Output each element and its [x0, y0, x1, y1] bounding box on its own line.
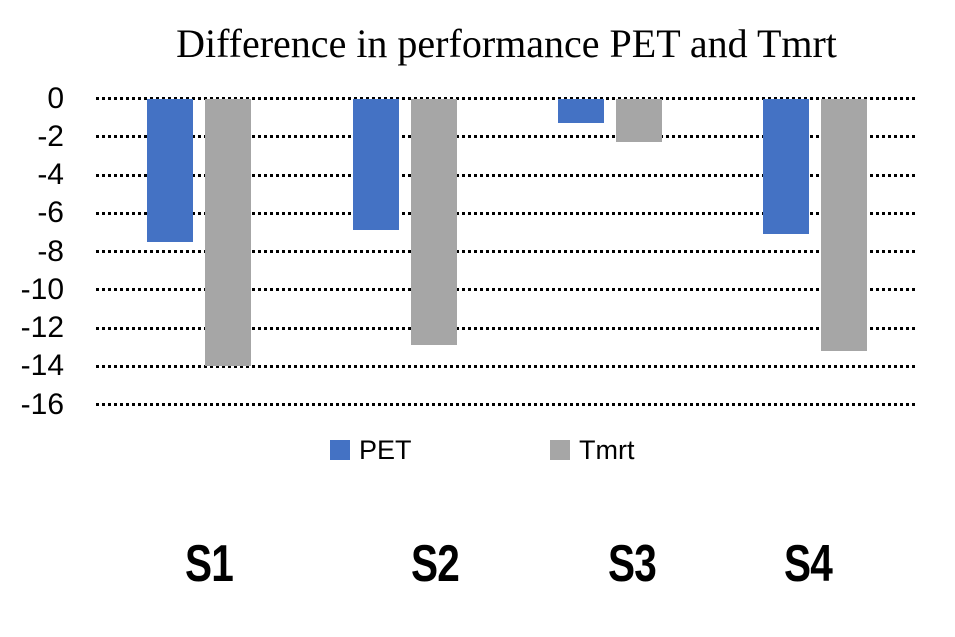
y-axis-tick-label: -10	[20, 272, 64, 306]
bar-PET-S3	[558, 98, 604, 124]
chart-title: Difference in performance PET and Tmrt	[176, 21, 837, 66]
y-axis-tick-label: -8	[37, 234, 64, 268]
legend-color-swatch	[330, 440, 350, 460]
bar-Tmrt-S2	[410, 98, 457, 346]
gridline	[96, 364, 917, 368]
x-category-label: S2	[410, 535, 460, 593]
bar-PET-S2	[352, 98, 399, 231]
gridline	[96, 250, 917, 253]
y-axis-tick-label: -14	[20, 349, 64, 383]
legend-label: Tmrt	[579, 435, 635, 465]
y-axis-tick-label: -6	[37, 196, 64, 230]
gridline	[96, 288, 917, 292]
bar-Tmrt-S4	[821, 98, 868, 351]
bar-PET-S4	[763, 98, 810, 235]
gridline	[96, 403, 917, 406]
x-category-label: S1	[184, 535, 234, 593]
y-axis-tick-label: -16	[20, 387, 64, 421]
gridline	[96, 173, 917, 177]
legend-color-swatch	[550, 440, 570, 460]
legend-item-PET: PET	[330, 436, 412, 464]
legend-label: PET	[359, 435, 412, 465]
y-axis-tick-label: -2	[37, 119, 64, 153]
gridline	[96, 326, 917, 330]
y-axis-tick-label: -4	[37, 158, 64, 191]
y-axis-tick-label: 0	[47, 81, 64, 115]
bar-Tmrt-S1	[205, 98, 252, 367]
gridline	[96, 97, 917, 100]
bar-Tmrt-S3	[616, 98, 662, 143]
gridline	[96, 135, 917, 139]
y-axis-tick-label: -12	[20, 311, 64, 344]
x-category-label: S4	[783, 535, 833, 593]
x-category-label: S3	[607, 535, 657, 593]
legend-item-Tmrt: Tmrt	[550, 436, 634, 464]
bar-PET-S1	[147, 98, 194, 242]
gridline	[96, 211, 917, 215]
